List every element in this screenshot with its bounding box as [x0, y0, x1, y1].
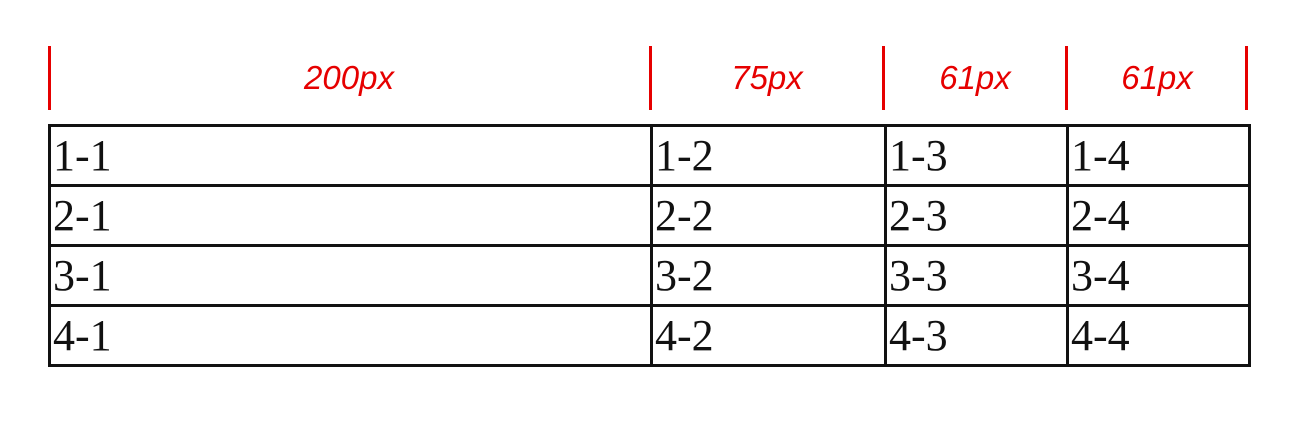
data-table: 1-1 1-2 1-3 1-4 2-1 2-2 2-3 2-4 3-1 3-2 … — [48, 124, 1251, 367]
table-cell: 3-3 — [884, 244, 1069, 307]
table-cell: 4-2 — [650, 304, 887, 367]
table-row: 4-1 4-2 4-3 4-4 — [48, 304, 1251, 367]
table-cell: 2-1 — [48, 184, 653, 247]
ruler-label-col-4: 61px — [1121, 59, 1193, 96]
table-cell: 2-3 — [884, 184, 1069, 247]
ruler-tick — [882, 46, 885, 110]
table-cell: 1-4 — [1066, 124, 1251, 187]
table-row: 1-1 1-2 1-3 1-4 — [48, 124, 1251, 187]
table-cell: 4-1 — [48, 304, 653, 367]
table-cell: 2-2 — [650, 184, 887, 247]
ruler-tick — [48, 46, 51, 110]
ruler-label-col-2: 75px — [731, 59, 803, 96]
ruler-tick — [649, 46, 652, 110]
ruler-tick — [1245, 46, 1248, 110]
table-cell: 2-4 — [1066, 184, 1251, 247]
table-cell: 1-1 — [48, 124, 653, 187]
table-cell: 3-4 — [1066, 244, 1251, 307]
table-cell: 1-2 — [650, 124, 887, 187]
column-width-ruler: 200px 75px 61px 61px — [48, 46, 1248, 110]
ruler-tick — [1065, 46, 1068, 110]
table-cell: 4-4 — [1066, 304, 1251, 367]
ruler-label-col-1: 200px — [304, 59, 394, 96]
table-row: 2-1 2-2 2-3 2-4 — [48, 184, 1251, 247]
table-row: 3-1 3-2 3-3 3-4 — [48, 244, 1251, 307]
table-cell: 4-3 — [884, 304, 1069, 367]
table-cell: 3-2 — [650, 244, 887, 307]
table-cell: 1-3 — [884, 124, 1069, 187]
table-cell: 3-1 — [48, 244, 653, 307]
ruler-label-col-3: 61px — [939, 59, 1011, 96]
